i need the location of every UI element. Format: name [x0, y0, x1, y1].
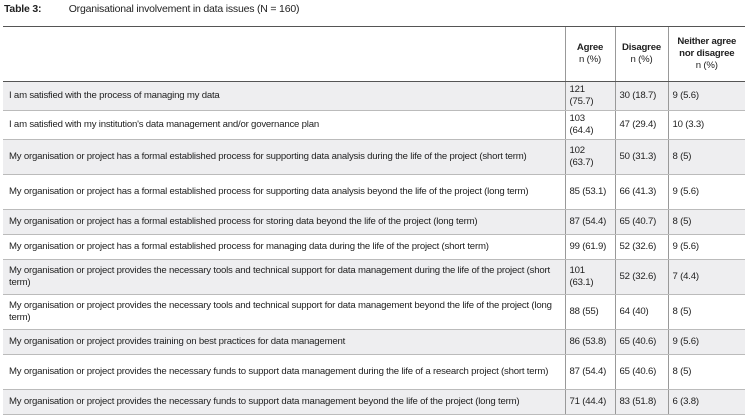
- table-row: My organisation or project has a formal …: [3, 209, 745, 235]
- caption-title: Organisational involvement in data issue…: [68, 3, 300, 15]
- header-title: Agree: [576, 42, 604, 53]
- table-row: My organisation or project provides the …: [3, 294, 745, 330]
- header-title: Disagree: [622, 42, 661, 53]
- caption-label: Table 3:: [4, 3, 42, 15]
- count-cell: 65 (40.6): [614, 354, 668, 390]
- count-cell: 9 (5.6): [667, 174, 745, 210]
- count-cell: 85 (53.1): [564, 174, 615, 210]
- header-title: Neither agree nor disagree: [677, 36, 737, 59]
- count-cell: 64 (40): [614, 294, 668, 330]
- count-cell: 102 (63.7): [564, 139, 615, 175]
- count-cell: 121 (75.7): [564, 81, 615, 111]
- table-row: My organisation or project provides the …: [3, 354, 745, 390]
- count-cell: 87 (54.4): [564, 209, 615, 235]
- statement-cell: My organisation or project has a formal …: [3, 234, 565, 260]
- statement-cell: My organisation or project provides the …: [3, 354, 565, 390]
- statement-cell: I am satisfied with the process of manag…: [3, 81, 565, 111]
- count-cell: 47 (29.4): [614, 110, 668, 140]
- table-body: I am satisfied with the process of manag…: [3, 81, 745, 415]
- header-cell: Disagree n (%): [614, 26, 668, 82]
- count-cell: 71 (44.4): [564, 389, 615, 415]
- count-cell: 6 (3.8): [667, 389, 745, 415]
- table-row: My organisation or project provides the …: [3, 259, 745, 295]
- table-row: My organisation or project provides the …: [3, 389, 745, 415]
- count-cell: 10 (3.3): [667, 110, 745, 140]
- header-cell: Agree n (%): [564, 26, 615, 82]
- header-row: Agree n (%) Disagree n (%) Neither agree nor…: [3, 26, 745, 82]
- count-cell: 88 (55): [564, 294, 615, 330]
- statement-cell: My organisation or project has a formal …: [3, 174, 565, 210]
- count-cell: 86 (53.8): [564, 329, 615, 355]
- count-cell: 9 (5.6): [667, 234, 745, 260]
- count-cell: 65 (40.6): [614, 329, 668, 355]
- count-cell: 65 (40.7): [614, 209, 668, 235]
- count-cell: 66 (41.3): [614, 174, 668, 210]
- count-cell: 8 (5): [667, 354, 745, 390]
- table-row: I am satisfied with my institution's dat…: [3, 110, 745, 140]
- count-cell: 7 (4.4): [667, 259, 745, 295]
- count-cell: 87 (54.4): [564, 354, 615, 390]
- statement-cell: My organisation or project provides the …: [3, 294, 565, 330]
- statement-cell: My organisation or project provides the …: [3, 389, 565, 415]
- statement-cell: My organisation or project provides the …: [3, 259, 565, 295]
- count-cell: 83 (51.8): [614, 389, 668, 415]
- count-cell: 103 (64.4): [564, 110, 615, 140]
- count-cell: 101 (63.1): [564, 259, 615, 295]
- count-cell: 8 (5): [667, 209, 745, 235]
- header-cell: [3, 26, 565, 82]
- header-cell: Neither agree nor disagree n (%): [667, 26, 745, 82]
- table-row: My organisation or project has a formal …: [3, 139, 745, 175]
- header-unit: n (%): [630, 54, 653, 65]
- statement-cell: My organisation or project has a formal …: [3, 209, 565, 235]
- statement-cell: I am satisfied with my institution's dat…: [3, 110, 565, 140]
- table-row: My organisation or project provides trai…: [3, 329, 745, 355]
- count-cell: 8 (5): [667, 139, 745, 175]
- statement-cell: My organisation or project has a formal …: [3, 139, 565, 175]
- table-row: My organisation or project has a formal …: [3, 174, 745, 210]
- count-cell: 52 (32.6): [614, 234, 668, 260]
- data-table: Agree n (%) Disagree n (%) Neither agree nor…: [3, 26, 745, 415]
- count-cell: 9 (5.6): [667, 329, 745, 355]
- count-cell: 50 (31.3): [614, 139, 668, 175]
- count-cell: 8 (5): [667, 294, 745, 330]
- count-cell: 9 (5.6): [667, 81, 745, 111]
- table-row: I am satisfied with the process of manag…: [3, 81, 745, 111]
- statement-cell: My organisation or project provides trai…: [3, 329, 565, 355]
- count-cell: 30 (18.7): [614, 81, 668, 111]
- caption: Table 3: Organisational involvement in d…: [4, 3, 299, 15]
- count-cell: 99 (61.9): [564, 234, 615, 260]
- header-unit: n (%): [695, 60, 718, 71]
- header-unit: n (%): [579, 54, 601, 65]
- count-cell: 52 (32.6): [614, 259, 668, 295]
- table-row: My organisation or project has a formal …: [3, 234, 745, 260]
